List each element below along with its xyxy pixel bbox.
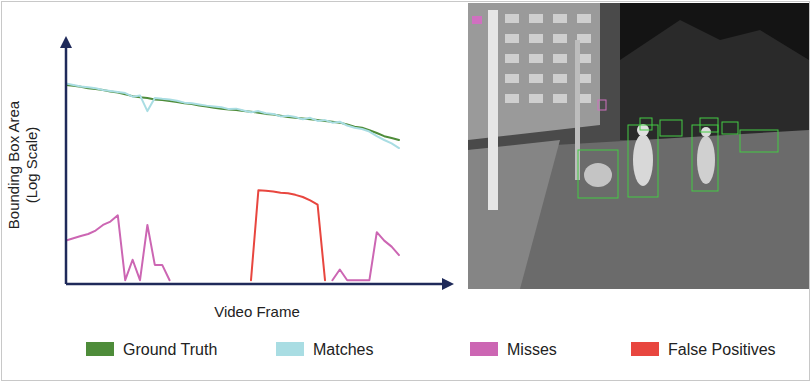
photo-person — [633, 134, 653, 186]
photo-window — [505, 34, 519, 43]
x-axis — [66, 283, 448, 286]
legend-swatch — [631, 342, 659, 356]
photo-window — [553, 74, 567, 83]
photo-box — [692, 125, 718, 191]
photo-window — [529, 14, 543, 23]
photo-window — [505, 74, 519, 83]
legend-label: False Positives — [668, 341, 776, 358]
photo-window — [529, 34, 543, 43]
photo-box — [740, 130, 778, 152]
photo-window — [553, 94, 567, 103]
legend-swatch — [276, 342, 304, 356]
series-line — [66, 85, 399, 140]
series-line — [251, 190, 325, 280]
x-arrow — [442, 278, 454, 290]
x-axis-label: Video Frame — [214, 303, 300, 320]
legend-swatch — [470, 342, 498, 356]
photo-pole — [488, 10, 498, 210]
photo-sidewalk — [468, 140, 560, 289]
photo-person — [697, 136, 715, 184]
photo-trees — [620, 20, 809, 140]
photo-window — [505, 54, 519, 63]
photo-box — [628, 125, 658, 197]
photo-window — [529, 94, 543, 103]
photo-window — [553, 14, 567, 23]
series-line — [66, 215, 399, 280]
photo — [468, 3, 809, 289]
photo-stroller — [584, 163, 612, 187]
series-line — [66, 84, 399, 148]
legend-label: Ground Truth — [123, 341, 217, 358]
photo-box — [660, 120, 682, 136]
photo-box — [598, 100, 606, 110]
frame — [2, 2, 810, 381]
photo-window — [529, 74, 543, 83]
legend-swatch — [86, 342, 114, 356]
photo-marker — [472, 16, 482, 24]
photo-building — [468, 3, 600, 140]
legend-label: Misses — [507, 341, 557, 358]
y-axis-label: Bounding Box Area(Log Scale) — [5, 100, 40, 229]
photo-box — [640, 118, 652, 130]
y-arrow — [60, 36, 72, 48]
photo-box — [700, 118, 718, 132]
plot-area — [66, 84, 399, 281]
photo-window — [505, 94, 519, 103]
photo-window — [553, 54, 567, 63]
photo-road — [468, 130, 809, 289]
photo-window — [577, 14, 591, 23]
photo-box — [578, 150, 618, 198]
y-axis-label-line: Bounding Box Area — [5, 100, 22, 229]
photo-window — [529, 54, 543, 63]
photo-bg — [468, 3, 809, 289]
photo-window — [505, 14, 519, 23]
photo-box — [722, 122, 738, 134]
photo-window — [553, 34, 567, 43]
legend-label: Matches — [313, 341, 373, 358]
y-axis-label-line: (Log Scale) — [23, 127, 40, 204]
y-axis — [65, 40, 68, 284]
